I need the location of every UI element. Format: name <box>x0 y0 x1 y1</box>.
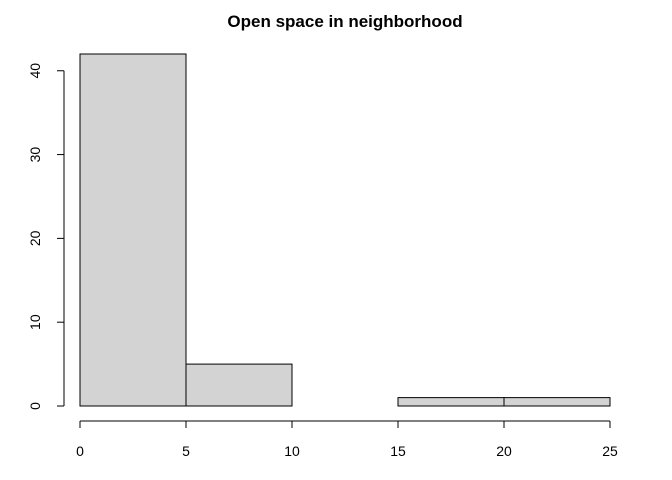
y-tick-label: 20 <box>27 230 43 246</box>
y-axis: 0 10 20 30 40 <box>27 63 65 410</box>
x-tick-label: 15 <box>390 443 406 459</box>
histogram-bar <box>503 397 611 407</box>
x-tick-label: 10 <box>284 443 300 459</box>
y-tick-label: 40 <box>27 63 43 79</box>
y-tick-label: 0 <box>27 402 43 410</box>
bars-group <box>79 53 611 407</box>
x-tick-label: 0 <box>76 443 84 459</box>
y-tick-label: 10 <box>27 314 43 330</box>
x-tick-label: 5 <box>182 443 190 459</box>
histogram-bar <box>185 363 293 407</box>
x-tick-label: 25 <box>602 443 618 459</box>
histogram-bar <box>79 53 187 407</box>
x-axis: 0 5 10 15 20 25 <box>76 420 618 459</box>
x-tick-label: 20 <box>496 443 512 459</box>
chart-title: Open space in neighborhood <box>227 12 462 31</box>
y-tick-label: 30 <box>27 147 43 163</box>
histogram-bar <box>397 397 505 407</box>
